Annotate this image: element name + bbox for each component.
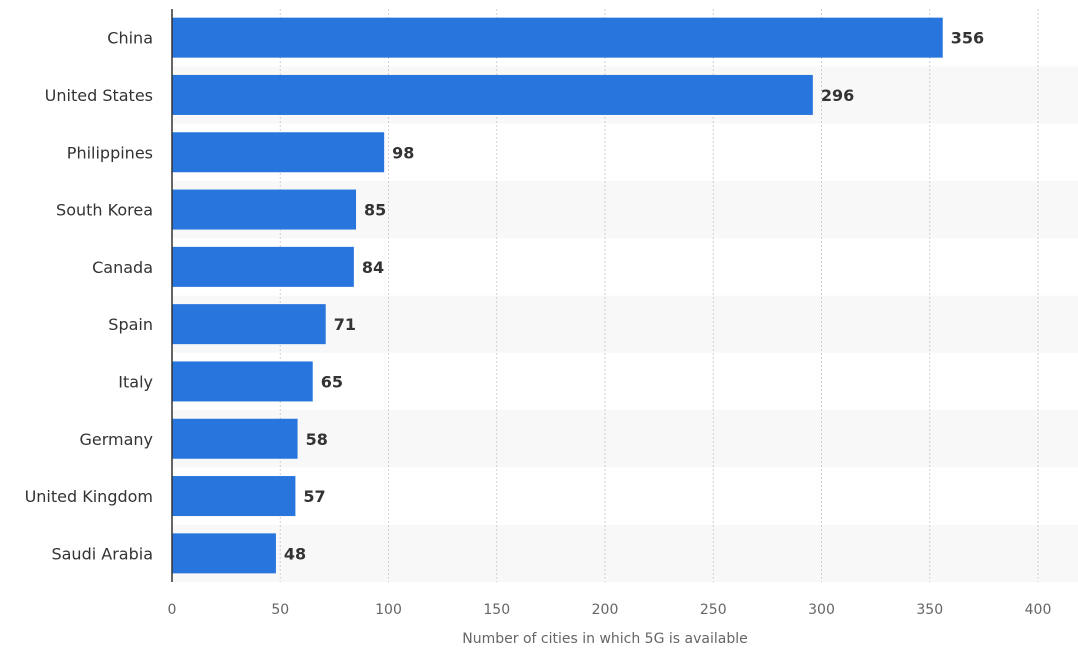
value-label: 65: [321, 372, 343, 391]
x-axis-title: Number of cities in which 5G is availabl…: [462, 631, 747, 647]
category-label: South Korea: [56, 201, 153, 220]
x-tick-label: 250: [700, 602, 727, 618]
category-label: Italy: [118, 372, 153, 391]
value-label: 58: [306, 430, 328, 449]
category-label: Spain: [108, 315, 153, 334]
value-label: 57: [303, 487, 325, 506]
bar: [172, 17, 943, 58]
row-stripe: [172, 524, 1078, 582]
category-label: China: [107, 29, 153, 48]
x-tick-label: 150: [483, 602, 510, 618]
x-tick-label: 200: [592, 602, 619, 618]
value-label: 356: [951, 29, 984, 48]
bar: [172, 304, 326, 345]
bar: [172, 533, 276, 574]
value-label: 48: [284, 544, 306, 563]
category-label: United Kingdom: [25, 487, 153, 506]
value-label: 296: [821, 86, 854, 105]
category-labels: China United States Philippines South Korea…: [25, 29, 153, 564]
row-stripe: [172, 410, 1078, 468]
bar: [172, 74, 813, 115]
x-tick-label: 400: [1025, 602, 1052, 618]
category-label: Philippines: [67, 143, 153, 162]
x-tick-label: 300: [808, 602, 835, 618]
x-tick-label: 350: [916, 602, 943, 618]
value-label: 84: [362, 258, 384, 277]
category-label: Canada: [92, 258, 153, 277]
bar: [172, 418, 298, 459]
value-label: 71: [334, 315, 356, 334]
row-stripes: [172, 66, 1078, 582]
bar: [172, 132, 385, 173]
bar: [172, 189, 357, 230]
bar: [172, 246, 354, 287]
x-tick-label: 100: [375, 602, 402, 618]
value-labels: 356 296 98 85 84 71 65 58 57 48: [284, 29, 984, 564]
category-label: Germany: [79, 430, 153, 449]
value-label: 85: [364, 201, 386, 220]
bar: [172, 361, 313, 402]
x-tick-labels: 0 50 100 150 200 250 300 350 400: [168, 602, 1052, 618]
bar: [172, 476, 296, 517]
category-label: United States: [45, 86, 153, 105]
x-tick-label: 0: [168, 602, 177, 618]
value-label: 98: [392, 143, 414, 162]
x-tick-label: 50: [271, 602, 289, 618]
category-label: Saudi Arabia: [51, 544, 153, 563]
bars: [172, 17, 943, 574]
